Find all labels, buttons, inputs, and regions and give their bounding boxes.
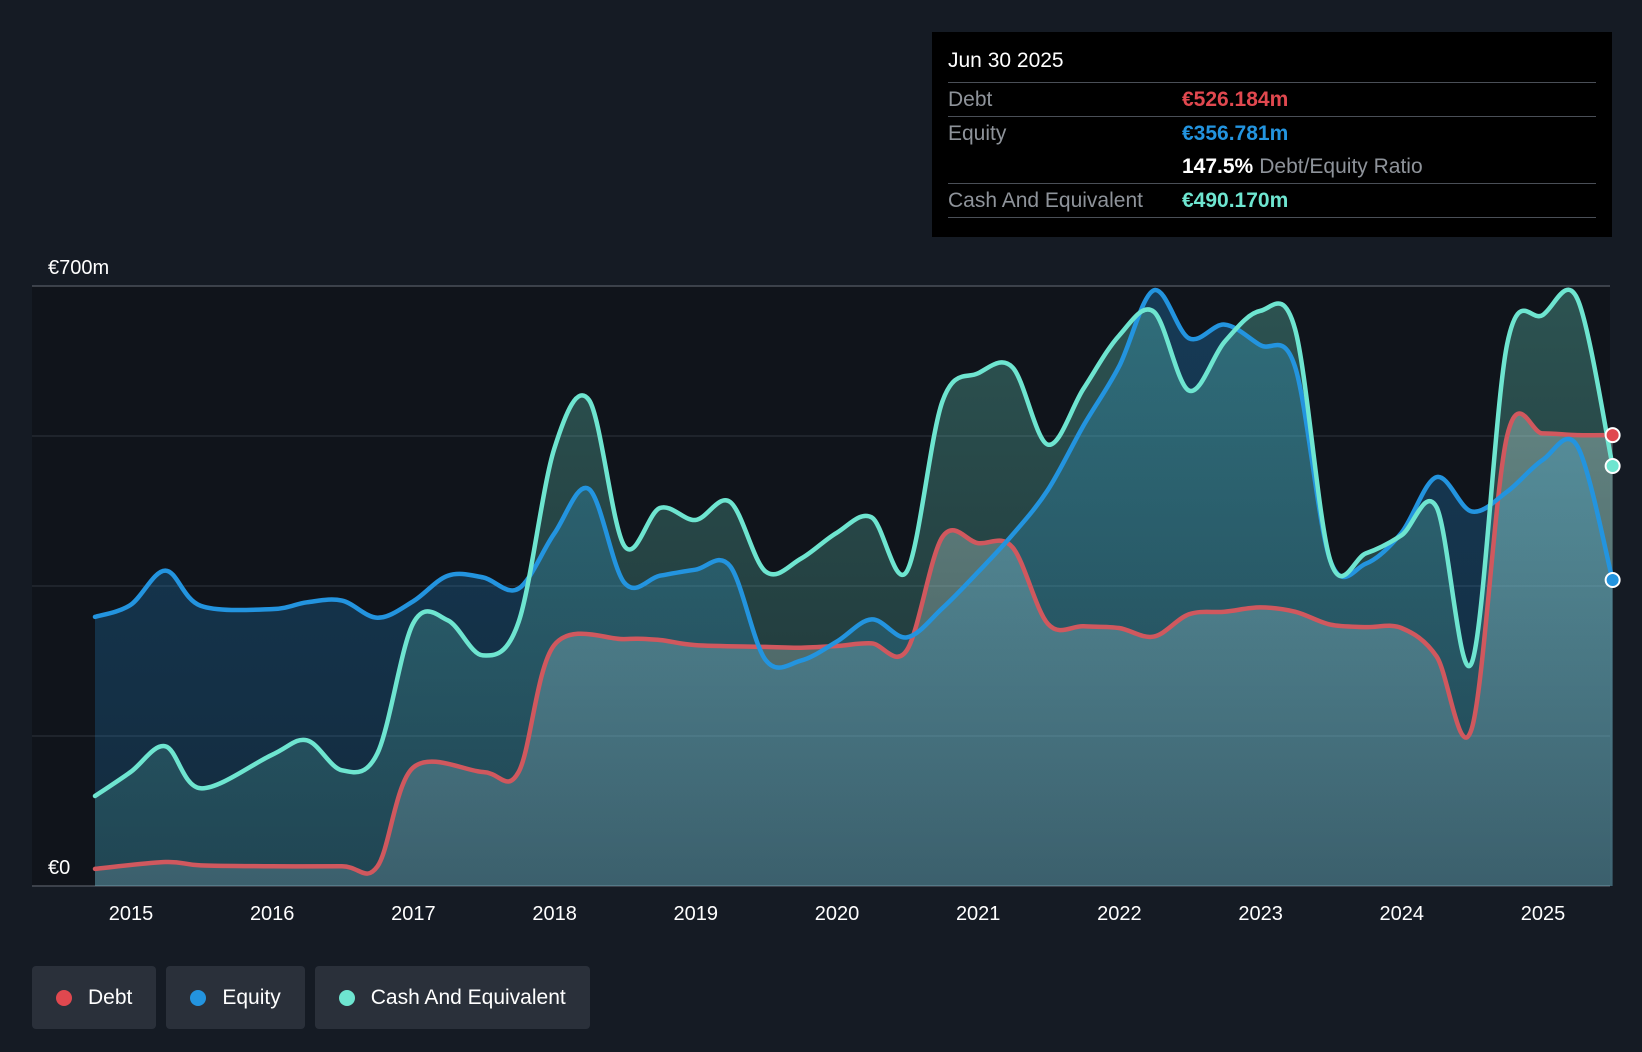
tooltip-row-cash: Cash And Equivalent €490.170m — [948, 183, 1596, 217]
debt-line — [92, 411, 1615, 876]
x-tick-label: 2019 — [674, 903, 719, 925]
legend-item-cash[interactable]: Cash And Equivalent — [314, 966, 590, 1029]
x-tick-label: 2016 — [250, 903, 295, 925]
tooltip-date: Jun 30 2025 — [948, 49, 1064, 72]
x-tick-label: 2025 — [1521, 903, 1566, 925]
y-tick-label: €700m — [48, 257, 109, 279]
legend-item-debt[interactable]: Debt — [32, 966, 157, 1029]
y-tick-label: €0 — [48, 857, 70, 879]
x-tick-label: 2021 — [956, 903, 1001, 925]
x-tick-label: 2018 — [532, 903, 577, 925]
x-tick-label: 2017 — [391, 903, 436, 925]
legend-debt-dot — [56, 989, 72, 1006]
x-tick-label: 2015 — [109, 903, 154, 925]
tooltip-cash-value: €490.170m — [1182, 189, 1289, 212]
tooltip-equity-label: Equity — [948, 122, 1007, 145]
x-tick-label: 2020 — [815, 903, 860, 925]
tooltip-panel: Jun 30 2025 Debt €526.184m Equity €356.7… — [932, 32, 1612, 237]
equity-line — [92, 288, 1615, 670]
legend-equity-dot — [190, 989, 207, 1006]
chart-legend: Debt Equity Cash And Equivalent — [32, 966, 590, 1029]
tooltip-cash-label: Cash And Equivalent — [948, 189, 1143, 212]
legend-debt-label: Debt — [88, 985, 133, 1009]
legend-equity-label: Equity — [222, 985, 281, 1009]
tooltip-equity-value: €356.781m — [1182, 122, 1289, 145]
equity-end-marker — [1604, 572, 1621, 588]
x-tick-label: 2024 — [1380, 903, 1425, 925]
tooltip-row-debt: Debt €526.184m — [948, 82, 1596, 116]
tooltip-ratio-label: Debt/Equity Ratio — [1259, 155, 1423, 178]
legend-cash-label: Cash And Equivalent — [370, 985, 566, 1009]
tooltip-debt-label: Debt — [948, 88, 993, 111]
debt-end-marker — [1604, 427, 1621, 444]
cash-area — [95, 289, 1613, 887]
tooltip-ratio-value: 147.5% — [1182, 155, 1254, 178]
tooltip-row-equity: Equity €356.781m — [948, 116, 1596, 150]
x-tick-label: 2022 — [1097, 903, 1142, 925]
legend-cash-dot — [338, 989, 355, 1006]
tooltip-debt-value: €526.184m — [1182, 88, 1289, 111]
cash-end-marker — [1604, 458, 1621, 474]
tooltip-bottom-rule — [948, 217, 1596, 218]
legend-item-equity[interactable]: Equity — [166, 966, 305, 1029]
tooltip-row-ratio: 147.5% Debt/Equity Ratio — [948, 150, 1596, 183]
x-tick-label: 2023 — [1238, 903, 1283, 925]
cash-line — [92, 287, 1615, 799]
